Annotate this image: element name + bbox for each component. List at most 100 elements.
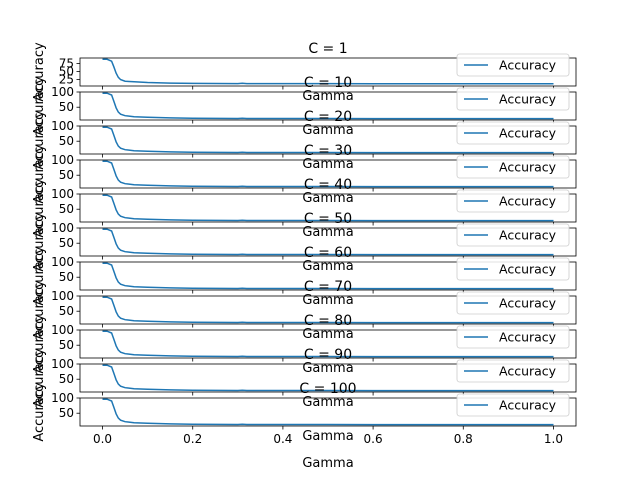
legend-label: Accuracy bbox=[499, 330, 557, 345]
y-axis-label: Accuracy bbox=[32, 110, 47, 170]
legend: Accuracy bbox=[456, 53, 570, 77]
y-tick-label: 50 bbox=[59, 100, 74, 114]
x-tick-label: 0.0 bbox=[93, 432, 112, 446]
accuracy-line bbox=[102, 262, 554, 290]
y-axis-label: Accuracy bbox=[32, 246, 47, 306]
subplot-title: C = 100 bbox=[299, 381, 356, 397]
subplot-title: C = 30 bbox=[304, 143, 352, 159]
y-tick-label: 100 bbox=[51, 153, 74, 167]
subplot-title: C = 80 bbox=[304, 313, 352, 329]
y-axis-label: Accuracy bbox=[32, 280, 47, 340]
y-tick-label: 100 bbox=[51, 289, 74, 303]
y-tick-label: 50 bbox=[59, 134, 74, 148]
accuracy-line bbox=[102, 330, 554, 358]
subplot-frame bbox=[79, 397, 577, 427]
subplot-frame bbox=[79, 159, 577, 189]
accuracy-line bbox=[102, 160, 554, 188]
subplot-x-label: Gamma bbox=[302, 327, 353, 342]
subplot-title: C = 20 bbox=[304, 109, 352, 125]
x-tick-label: 0.2 bbox=[183, 432, 202, 446]
y-axis-label: Accuracy bbox=[32, 212, 47, 272]
x-tick-label: 0.8 bbox=[454, 432, 473, 446]
subplot-frame bbox=[79, 329, 577, 359]
legend-box bbox=[456, 155, 570, 179]
legend-box bbox=[456, 359, 570, 383]
subplot-frame bbox=[79, 193, 577, 223]
subplot-x-label: Gamma bbox=[302, 361, 353, 376]
legend: Accuracy bbox=[456, 87, 570, 111]
subplot-title: C = 90 bbox=[304, 347, 352, 363]
accuracy-line bbox=[102, 228, 554, 256]
y-axis-label: Accuracy bbox=[32, 42, 47, 102]
subplot-x-label: Gamma bbox=[302, 225, 353, 240]
subplot-title: C = 60 bbox=[304, 245, 352, 261]
subplot-frame bbox=[79, 91, 577, 121]
y-tick-label: 100 bbox=[51, 391, 74, 405]
subplot-x-label: Gamma bbox=[302, 259, 353, 274]
legend-label: Accuracy bbox=[499, 228, 557, 243]
legend-box bbox=[456, 53, 570, 77]
accuracy-line bbox=[102, 58, 554, 85]
y-tick-label: 100 bbox=[51, 255, 74, 269]
y-tick-label: 50 bbox=[59, 406, 74, 420]
y-tick-label: 100 bbox=[51, 85, 74, 99]
legend-box bbox=[456, 87, 570, 111]
subplot-x-label: Gamma bbox=[302, 191, 353, 206]
legend-label: Accuracy bbox=[499, 92, 557, 107]
legend-label: Accuracy bbox=[499, 364, 557, 379]
subplot-x-label: Gamma bbox=[302, 293, 353, 308]
y-tick-label: 50 bbox=[59, 270, 74, 284]
shared-x-axis: 0.0 0.2 0.4 0.6 0.8 1.0 bbox=[93, 432, 563, 446]
legend: Accuracy bbox=[456, 325, 570, 349]
accuracy-line bbox=[102, 194, 554, 222]
legend: Accuracy bbox=[456, 291, 570, 315]
y-tick-label: 50 bbox=[59, 168, 74, 182]
subplot-frame bbox=[79, 261, 577, 291]
legend: Accuracy bbox=[456, 393, 570, 417]
subplot-frame bbox=[79, 363, 577, 393]
subplot-x-label: Gamma bbox=[302, 429, 353, 444]
x-axis-label: Gamma bbox=[302, 456, 353, 471]
subplot-frame bbox=[79, 227, 577, 257]
legend: Accuracy bbox=[456, 155, 570, 179]
legend-label: Accuracy bbox=[499, 194, 557, 209]
y-tick-label: 100 bbox=[51, 357, 74, 371]
subplot-frame bbox=[79, 57, 577, 87]
accuracy-line bbox=[102, 92, 554, 120]
y-tick-label: 50 bbox=[59, 304, 74, 318]
y-axis-label: Accuracy bbox=[32, 314, 47, 374]
accuracy-line bbox=[102, 126, 554, 154]
legend-box bbox=[456, 393, 570, 417]
legend-box bbox=[456, 223, 570, 247]
y-tick-label: 50 bbox=[59, 65, 74, 79]
legend-label: Accuracy bbox=[499, 398, 557, 413]
subplot-x-label: Gamma bbox=[302, 157, 353, 172]
subplot-title: C = 40 bbox=[304, 177, 352, 193]
accuracy-line bbox=[102, 364, 554, 392]
y-axis-label: Accuracy bbox=[32, 144, 47, 204]
y-tick-label: 50 bbox=[59, 372, 74, 386]
legend-box bbox=[456, 189, 570, 213]
legend-box bbox=[456, 325, 570, 349]
subplot-title: C = 70 bbox=[304, 279, 352, 295]
subplot-frame bbox=[79, 295, 577, 325]
subplot-x-label: Gamma bbox=[302, 89, 353, 104]
x-tick-label: 1.0 bbox=[544, 432, 563, 446]
subplot-title: C = 10 bbox=[304, 75, 352, 91]
y-axis-label: Accuracy bbox=[32, 382, 47, 442]
legend: Accuracy bbox=[456, 189, 570, 213]
y-axis-label: Accuracy bbox=[32, 348, 47, 408]
